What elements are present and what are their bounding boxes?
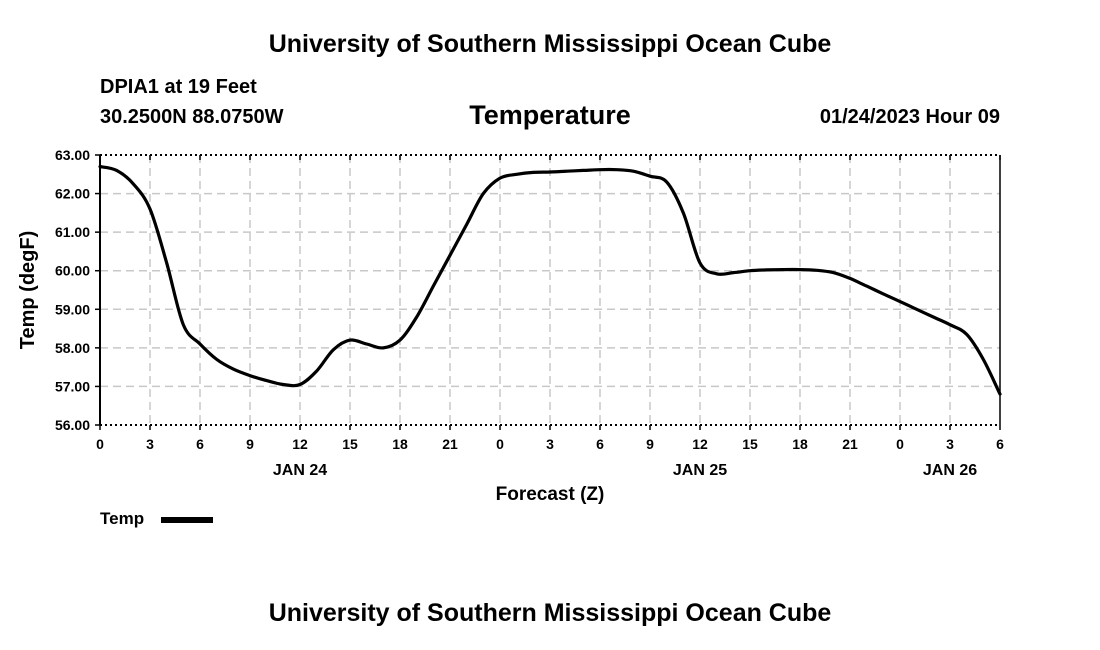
x-tick-label: 12 xyxy=(292,436,308,452)
y-tick-label: 61.00 xyxy=(55,224,90,240)
x-tick-label: 6 xyxy=(996,436,1004,452)
bottom-title: University of Southern Mississippi Ocean… xyxy=(268,599,832,627)
x-tick-label: 21 xyxy=(842,436,858,452)
day-label: JAN 26 xyxy=(923,462,977,479)
y-tick-label: 57.00 xyxy=(55,378,90,394)
day-label: JAN 25 xyxy=(673,462,727,479)
x-tick-label: 9 xyxy=(246,436,254,452)
y-tick-label: 59.00 xyxy=(55,301,90,317)
x-tick-label: 3 xyxy=(146,436,154,452)
x-tick-label: 6 xyxy=(196,436,204,452)
x-tick-label: 15 xyxy=(342,436,358,452)
y-axis-title: Temp (degF) xyxy=(17,231,39,350)
parameter-title: Temperature xyxy=(469,100,631,130)
x-tick-label: 21 xyxy=(442,436,458,452)
x-axis-title: Forecast (Z) xyxy=(496,484,605,505)
legend-swatch xyxy=(161,517,213,523)
x-tick-label: 0 xyxy=(496,436,504,452)
x-tick-label: 6 xyxy=(596,436,604,452)
station-label: DPIA1 at 19 Feet xyxy=(100,76,257,98)
x-tick-label: 15 xyxy=(742,436,758,452)
y-tick-label: 58.00 xyxy=(55,340,90,356)
series-line-temp xyxy=(98,165,1002,396)
x-tick-label: 12 xyxy=(692,436,708,452)
x-tick-label: 9 xyxy=(646,436,654,452)
x-tick-label: 18 xyxy=(792,436,808,452)
x-tick-label: 0 xyxy=(896,436,904,452)
day-label: JAN 24 xyxy=(273,462,327,479)
x-tick-label: 0 xyxy=(96,436,104,452)
y-tick-label: 56.00 xyxy=(55,417,90,433)
x-tick-label: 3 xyxy=(546,436,554,452)
station-coordinates: 30.2500N 88.0750W xyxy=(100,106,284,128)
top-title: University of Southern Mississippi Ocean… xyxy=(268,30,832,58)
forecast-datetime: 01/24/2023 Hour 09 xyxy=(819,106,1000,128)
legend-label: Temp xyxy=(100,509,145,528)
y-tick-label: 63.00 xyxy=(55,147,90,163)
y-tick-label: 62.00 xyxy=(55,186,90,202)
x-tick-label: 3 xyxy=(946,436,954,452)
y-tick-label: 60.00 xyxy=(55,263,90,279)
x-tick-label: 18 xyxy=(392,436,408,452)
